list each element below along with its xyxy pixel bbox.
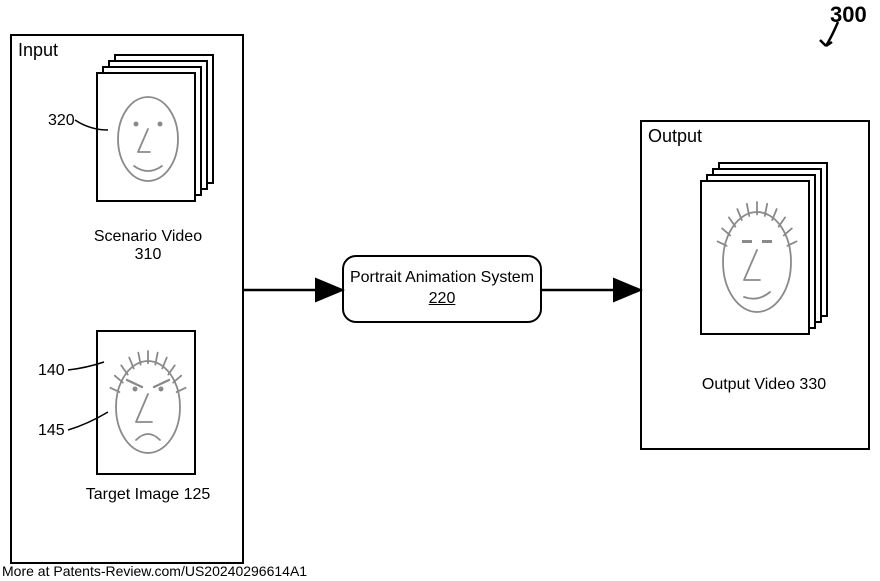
figure-number: 300 xyxy=(830,2,867,28)
target-image-card xyxy=(96,330,196,475)
diagram-container: 300 Input Output Portrait Animation Syst… xyxy=(0,0,880,581)
ref-320: 320 xyxy=(48,112,75,130)
footer-text: More at Patents-Review.com/US20240296614… xyxy=(2,563,307,579)
ref-145: 145 xyxy=(38,422,65,440)
scenario-caption-line1: Scenario Video xyxy=(68,228,228,246)
ref-140: 140 xyxy=(38,362,65,380)
system-box: Portrait Animation System 220 xyxy=(342,255,542,323)
output-caption: Output Video 330 xyxy=(674,376,854,394)
system-title: Portrait Animation System xyxy=(350,268,534,289)
target-caption: Target Image 125 xyxy=(68,486,228,504)
input-label: Input xyxy=(18,40,58,61)
system-number: 220 xyxy=(429,289,456,310)
output-label: Output xyxy=(648,126,702,147)
scenario-caption: Scenario Video 310 xyxy=(68,228,228,264)
target-face-icon xyxy=(98,332,198,477)
scenario-caption-line2: 310 xyxy=(68,246,228,264)
